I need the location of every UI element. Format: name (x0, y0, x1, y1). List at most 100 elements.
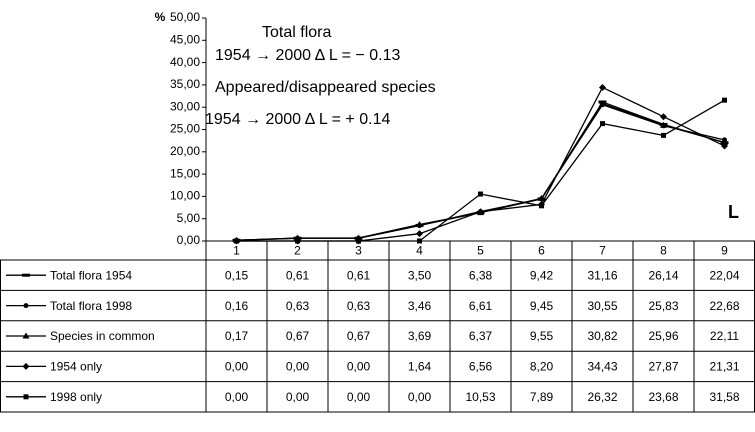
x-tick-label: 7 (599, 244, 606, 258)
point (599, 83, 606, 91)
legend-label: Species in common (50, 329, 155, 343)
x-tick-label: 6 (538, 244, 545, 258)
table-cell: 9,45 (530, 299, 554, 313)
y-tick-label: 0,00 (177, 233, 201, 247)
point (234, 238, 239, 244)
x-tick-label: 4 (416, 244, 423, 258)
table-cell: 34,43 (587, 360, 617, 374)
y-tick-label: 20,00 (170, 144, 200, 158)
table-cell: 22,04 (709, 268, 739, 282)
annotation: Total flora (262, 24, 331, 41)
table-cell: 25,96 (648, 329, 678, 343)
point (416, 230, 423, 238)
table-cell: 0,67 (286, 329, 310, 343)
table-cell: 3,46 (408, 299, 432, 313)
y-tick-label: 15,00 (170, 166, 200, 180)
table-cell: 30,82 (587, 329, 617, 343)
point (477, 208, 484, 216)
annotation: L (728, 202, 739, 222)
point (478, 191, 483, 197)
legend-marker (22, 332, 30, 339)
annotation: Appeared/disappeared species (215, 79, 436, 96)
point (722, 97, 727, 103)
table-cell: 0,00 (286, 360, 310, 374)
table-cell: 1,64 (408, 360, 432, 374)
table-cell: 21,31 (709, 360, 739, 374)
y-tick-label: 35,00 (170, 77, 200, 91)
table-cell: 0,61 (347, 268, 371, 282)
point (660, 121, 667, 128)
point (416, 221, 423, 228)
table-cell: 27,87 (648, 360, 678, 374)
table-cell: 25,83 (648, 299, 678, 313)
table-cell: 26,32 (587, 390, 617, 404)
x-tick-label: 8 (660, 244, 667, 258)
table-cell: 31,58 (709, 390, 739, 404)
legend-label: Total flora 1954 (50, 268, 132, 282)
table-cell: 8,20 (530, 360, 554, 374)
table-cell: 3,50 (408, 268, 432, 282)
annotation: 1954 → 2000 Δ L = + 0.14 (205, 111, 390, 128)
table-cell: 6,37 (469, 329, 493, 343)
legend-marker (23, 394, 29, 400)
table-cell: 0,00 (347, 360, 371, 374)
x-tick-label: 2 (294, 244, 301, 258)
point (660, 113, 667, 121)
legend-label: 1954 only (50, 360, 102, 374)
table-cell: 0,16 (225, 299, 249, 313)
table-cell: 6,56 (469, 360, 493, 374)
table-cell: 31,16 (587, 268, 617, 282)
legend-marker (22, 273, 30, 277)
y-tick-label: 25,00 (170, 122, 200, 136)
table-cell: 0,17 (225, 329, 249, 343)
table-cell: 0,00 (225, 360, 249, 374)
table-cell: 6,61 (469, 299, 493, 313)
table-cell: 7,89 (530, 390, 554, 404)
point (356, 238, 361, 244)
table-cell: 6,38 (469, 268, 493, 282)
x-tick-label: 9 (721, 244, 728, 258)
x-tick-label: 1 (233, 244, 240, 258)
table-cell: 0,00 (347, 390, 371, 404)
table-cell: 0,63 (347, 299, 371, 313)
table-cell: 30,55 (587, 299, 617, 313)
table-cell: 0,00 (408, 390, 432, 404)
table-cell: 0,63 (286, 299, 310, 313)
point (417, 238, 422, 244)
legend-marker (23, 303, 29, 309)
annotation: 1954 → 2000 Δ L = − 0.13 (215, 47, 400, 64)
x-tick-label: 3 (355, 244, 362, 258)
table-cell: 0,00 (286, 390, 310, 404)
legend-label: 1998 only (50, 390, 102, 404)
point (721, 142, 728, 150)
point (721, 138, 728, 145)
table-cell: 9,55 (530, 329, 554, 343)
table-cell: 0,15 (225, 268, 249, 282)
table-cell: 10,53 (465, 390, 495, 404)
y-tick-label: 45,00 (170, 32, 200, 46)
table-cell: 23,68 (648, 390, 678, 404)
table-cell: 22,68 (709, 299, 739, 313)
y-tick-label: 50,00 (170, 10, 200, 24)
point (600, 121, 605, 127)
point (538, 194, 545, 201)
y-tick-label: 5,00 (177, 211, 201, 225)
y-axis-label: % (155, 10, 166, 24)
y-tick-label: 10,00 (170, 189, 200, 203)
x-tick-label: 5 (477, 244, 484, 258)
legend-marker (22, 362, 30, 370)
table-cell: 0,00 (225, 390, 249, 404)
table-cell: 26,14 (648, 268, 678, 282)
table-cell: 3,69 (408, 329, 432, 343)
table-cell: 9,42 (530, 268, 554, 282)
point (599, 100, 606, 107)
point (661, 132, 666, 138)
table-cell: 22,11 (710, 329, 739, 343)
point (539, 203, 544, 209)
table-cell: 0,67 (347, 329, 371, 343)
point (295, 238, 300, 244)
y-tick-label: 30,00 (170, 99, 200, 113)
table-cell: 0,61 (286, 268, 310, 282)
y-tick-label: 40,00 (170, 55, 200, 69)
